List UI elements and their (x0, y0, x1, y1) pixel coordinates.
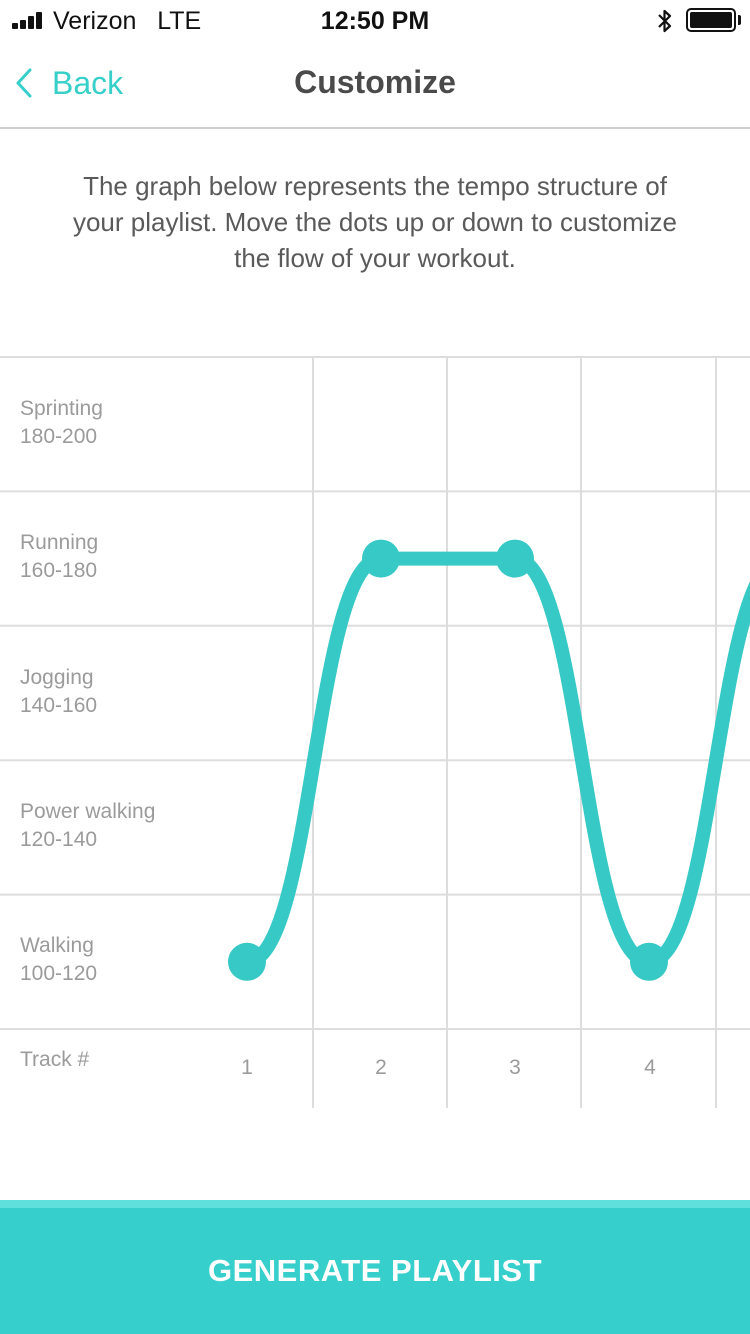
navigation-bar: Back Customize (0, 40, 750, 129)
zone-label-jogging: Jogging 140-160 (20, 666, 98, 717)
battery-icon (686, 8, 736, 32)
status-bar: Verizon LTE 12:50 PM (0, 0, 750, 40)
generate-playlist-button[interactable]: GENERATE PLAYLIST (0, 1200, 750, 1334)
page-title: Customize (294, 64, 456, 100)
x-axis-label: Track # (20, 1048, 90, 1071)
track-label-2: 2 (375, 1056, 387, 1079)
tempo-dot-track-3[interactable] (496, 539, 534, 578)
track-label-4: 4 (644, 1056, 656, 1079)
chart-grid (0, 356, 750, 1108)
chevron-left-icon (16, 68, 32, 98)
track-label-1: 1 (241, 1056, 253, 1079)
zone-label-sprinting: Sprinting 180-200 (20, 397, 103, 448)
bluetooth-icon (658, 9, 672, 33)
tempo-dot-track-1[interactable] (228, 942, 266, 981)
back-button[interactable]: Back (12, 58, 123, 108)
zone-label-power-walking: Power walking 120-140 (20, 800, 156, 851)
track-label-3: 3 (509, 1056, 521, 1079)
signal-icon (12, 12, 46, 29)
tempo-dot-track-2[interactable] (362, 539, 400, 578)
instructions-text: The graph below represents the tempo str… (72, 171, 678, 273)
zone-label-walking: Walking 100-120 (20, 934, 98, 985)
tempo-curve (240, 551, 750, 969)
tempo-dots (228, 539, 668, 981)
status-time: 12:50 PM (320, 7, 430, 35)
carrier-label: Verizon LTE (53, 7, 202, 35)
zone-label-running: Running 160-180 (20, 531, 99, 582)
tempo-dot-track-4[interactable] (630, 942, 668, 981)
generate-playlist-label: GENERATE PLAYLIST (207, 1253, 543, 1288)
back-label: Back (52, 64, 124, 101)
